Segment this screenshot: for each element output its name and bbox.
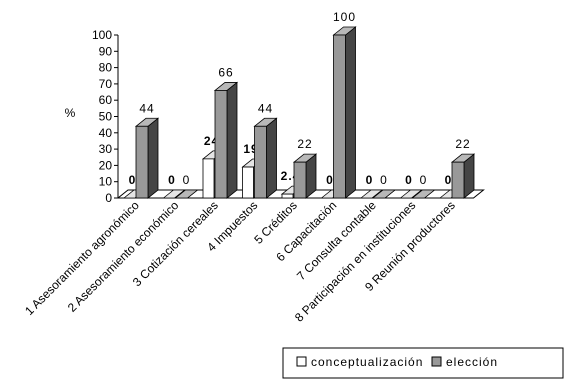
- y-tick-label: 80: [99, 61, 113, 75]
- bar: [293, 161, 307, 199]
- bar: [451, 161, 465, 199]
- data-label: 0: [183, 173, 191, 187]
- bar: [242, 166, 254, 199]
- bar-top: [162, 189, 186, 199]
- bar-top: [359, 189, 384, 199]
- legend-box: [282, 347, 564, 379]
- y-tick-label: 90: [99, 44, 113, 58]
- data-label: 66: [218, 65, 233, 79]
- data-label: 24: [204, 134, 219, 148]
- legend-swatch: [296, 356, 307, 367]
- bar-side: [147, 117, 159, 199]
- data-label: 0: [129, 173, 137, 187]
- y-tick-label: 60: [99, 93, 113, 107]
- data-label: 0: [168, 173, 176, 187]
- bar-top: [371, 189, 397, 199]
- data-label: 0: [366, 173, 374, 187]
- data-label: 0: [380, 173, 388, 187]
- bar-top: [399, 189, 423, 199]
- bar-side: [266, 117, 277, 199]
- legend-label: elección: [446, 355, 498, 369]
- bar-side: [226, 81, 238, 199]
- data-label: 19: [243, 142, 258, 156]
- y-axis-label: %: [65, 106, 76, 120]
- legend: conceptualización elección: [282, 347, 564, 379]
- bar-top: [174, 189, 199, 199]
- legend-swatch: [431, 356, 442, 367]
- data-label: 0: [445, 173, 453, 187]
- bar: [333, 34, 346, 199]
- y-tick-label: 0: [105, 191, 112, 205]
- y-tick-label: 50: [99, 110, 113, 124]
- data-label: 100: [333, 10, 356, 24]
- bar: [254, 125, 267, 199]
- bar: [281, 193, 294, 199]
- bar: [202, 158, 215, 199]
- bar: [214, 90, 228, 199]
- y-tick-label: 40: [99, 126, 113, 140]
- y-tick-label: 20: [99, 158, 113, 172]
- data-label: 0: [420, 173, 428, 187]
- data-label: 22: [455, 137, 470, 151]
- y-tick-label: 100: [92, 28, 112, 42]
- y-tick-label: 70: [99, 77, 113, 91]
- data-label: 44: [139, 101, 154, 115]
- bar: [135, 125, 149, 199]
- data-label: 22: [297, 137, 312, 151]
- data-label: 0: [405, 173, 413, 187]
- data-label: 0: [326, 173, 334, 187]
- legend-label: conceptualización: [311, 355, 423, 369]
- bar-side: [345, 26, 356, 199]
- y-tick-label: 10: [99, 175, 113, 189]
- data-label: 44: [258, 101, 273, 115]
- bar-top: [411, 189, 436, 199]
- y-tick-label: 30: [99, 142, 113, 156]
